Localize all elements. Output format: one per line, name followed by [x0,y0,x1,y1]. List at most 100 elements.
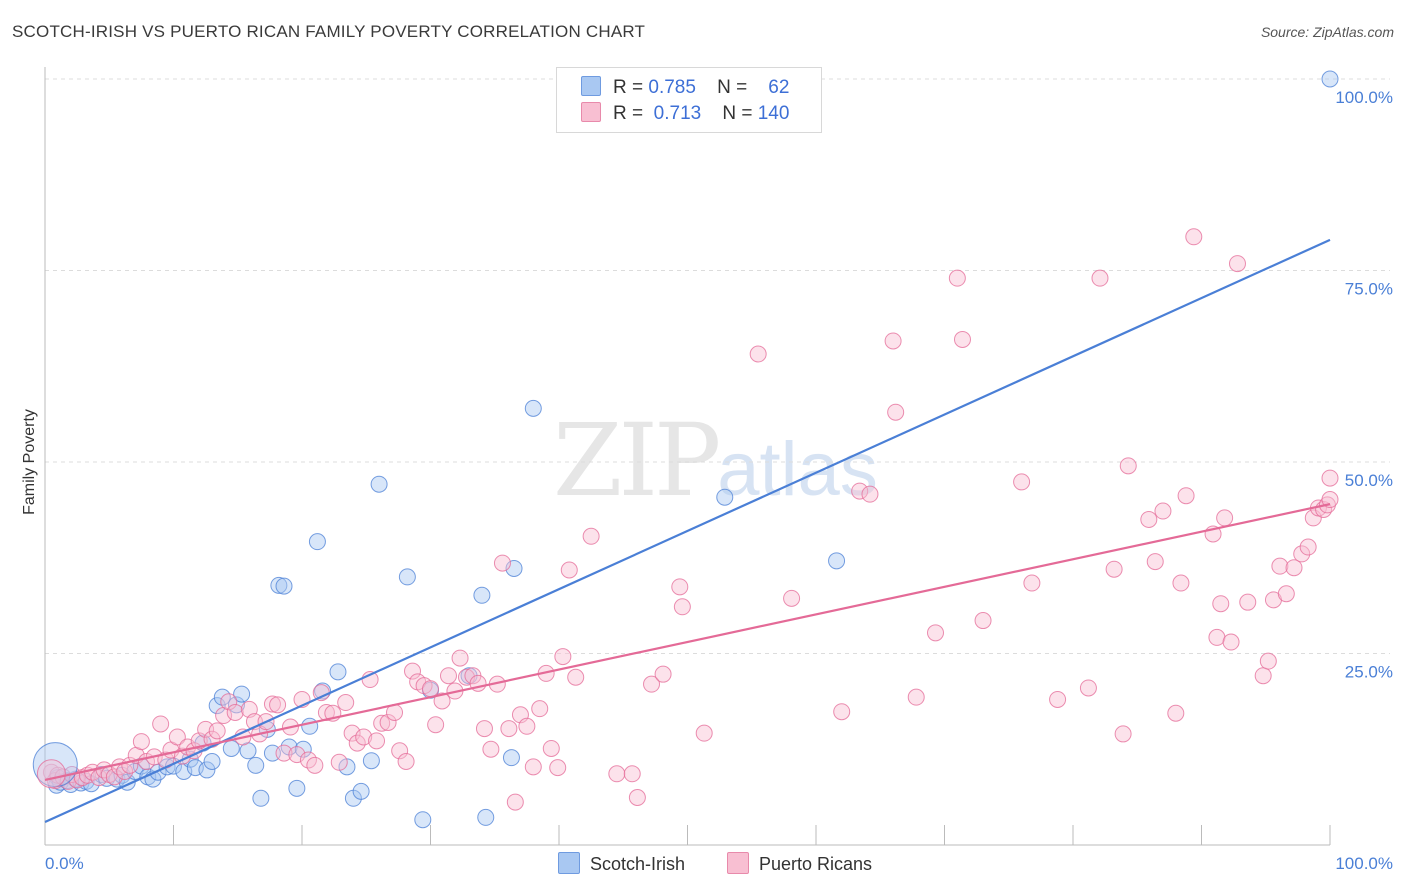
bottom-legend-scotch-irish: Scotch-Irish [558,852,685,875]
data-point-puerto-ricans [208,722,226,740]
y-tick-label: 50.0% [1345,471,1393,490]
data-point-scotch-irish [263,744,281,762]
data-point-puerto-ricans [1259,652,1277,670]
data-point-puerto-ricans [907,688,925,706]
data-point-scotch-irish [414,811,432,829]
data-point-puerto-ricans [542,739,560,757]
data-point-puerto-ricans [861,485,879,503]
data-point-puerto-ricans [1293,545,1311,563]
data-point-puerto-ricans [105,768,123,786]
legend-r-label: R = [613,77,644,98]
bottom-swatch-puerto-ricans [727,852,749,874]
data-point-puerto-ricans [404,662,422,680]
data-point-puerto-ricans [132,733,150,751]
data-point-scotch-irish [301,717,319,735]
data-point-puerto-ricans [1299,538,1317,556]
data-point-puerto-ricans [427,716,445,734]
data-point-puerto-ricans [1079,679,1097,697]
data-point-puerto-ricans [482,740,500,758]
data-point-puerto-ricans [422,680,439,698]
data-point-puerto-ricans [560,561,578,579]
legend-row-puerto-ricans: R = 0.713 N = 140 [581,102,789,128]
watermark-atlas: atlas [717,427,878,512]
data-point-puerto-ricans [1185,228,1203,246]
legend-r-value: 0.713 [653,103,702,124]
data-point-scotch-irish [828,552,846,570]
data-point-puerto-ricans [518,717,536,735]
data-point-scotch-irish [716,488,734,506]
data-point-puerto-ricans [1119,457,1137,475]
data-point-puerto-ricans [391,742,409,760]
data-point-puerto-ricans [1285,559,1303,577]
data-point-scotch-irish [247,756,265,774]
watermark-zip: ZIP [553,402,721,519]
legend-n-label: N = [722,103,753,124]
data-point-puerto-ricans [1146,553,1164,571]
data-point-puerto-ricans [263,695,281,713]
data-point-puerto-ricans [673,598,691,616]
source-note: Source: ZipAtlas.com [1260,24,1394,40]
data-point-puerto-ricans [152,715,170,733]
data-point-puerto-ricans [475,720,493,738]
data-point-puerto-ricans [312,684,330,702]
data-point-puerto-ricans [948,269,966,287]
data-point-puerto-ricans [379,713,397,731]
trend-line-puerto-ricans [44,503,1331,781]
legend-r-label: R = [613,103,644,124]
data-point-puerto-ricans [433,692,451,710]
legend-n-value: 62 [768,77,790,98]
data-point-puerto-ricans [1105,560,1123,578]
data-point-puerto-ricans [1254,667,1272,685]
data-point-puerto-ricans [493,554,511,572]
data-point-puerto-ricans [783,589,801,607]
data-point-puerto-ricans [306,756,324,774]
data-point-puerto-ricans [628,789,646,807]
bottom-legend-label: Puerto Ricans [759,854,873,874]
data-point-puerto-ricans [1239,593,1257,611]
data-point-puerto-ricans [1140,510,1158,528]
data-point-scotch-irish [1321,70,1339,88]
data-point-puerto-ricans [226,703,244,721]
data-point-puerto-ricans [695,724,713,742]
data-point-puerto-ricans [348,734,366,752]
data-point-cluster [36,759,66,789]
data-point-scotch-irish [477,808,495,826]
data-point-puerto-ricans [330,753,348,771]
data-point-puerto-ricans [451,649,469,667]
data-point-puerto-ricans [1208,628,1226,646]
data-point-puerto-ricans [1212,595,1230,613]
data-point-scotch-irish [473,586,491,604]
legend-r-value: 0.785 [648,77,696,98]
data-point-puerto-ricans [500,720,518,738]
data-point-puerto-ricans [851,482,869,500]
legend-n-label: N = [717,77,748,98]
data-point-puerto-ricans [887,403,905,421]
legend-swatch-scotch-irish [581,76,601,96]
y-tick-label: 75.0% [1345,280,1393,299]
data-point-puerto-ricans [671,578,689,596]
data-point-scotch-irish [270,576,288,594]
data-point-puerto-ricans [337,694,355,712]
data-point-puerto-ricans [1013,473,1031,491]
data-point-puerto-ricans [506,793,524,811]
data-point-puerto-ricans [531,700,549,718]
data-point-puerto-ricans [1277,585,1295,603]
data-point-puerto-ricans [1228,255,1246,273]
data-point-scotch-irish [370,475,388,493]
data-point-puerto-ricans [654,665,672,683]
y-tick-label: 100.0% [1335,88,1393,107]
data-point-puerto-ricans [643,675,661,693]
data-point-puerto-ricans [1321,469,1339,487]
data-point-puerto-ricans [1222,633,1240,651]
data-point-scotch-irish [329,663,347,681]
data-point-puerto-ricans [1154,502,1172,520]
data-point-puerto-ricans [549,759,567,777]
data-point-scotch-irish [398,568,416,586]
legend-swatch-puerto-ricans [581,102,601,122]
data-point-puerto-ricans [524,758,542,776]
data-point-puerto-ricans [623,765,641,783]
data-point-scotch-irish [203,753,221,771]
data-point-puerto-ricans [220,693,238,711]
bottom-legend-puerto-ricans: Puerto Ricans [727,852,872,875]
trend-line-scotch-irish [44,238,1331,824]
